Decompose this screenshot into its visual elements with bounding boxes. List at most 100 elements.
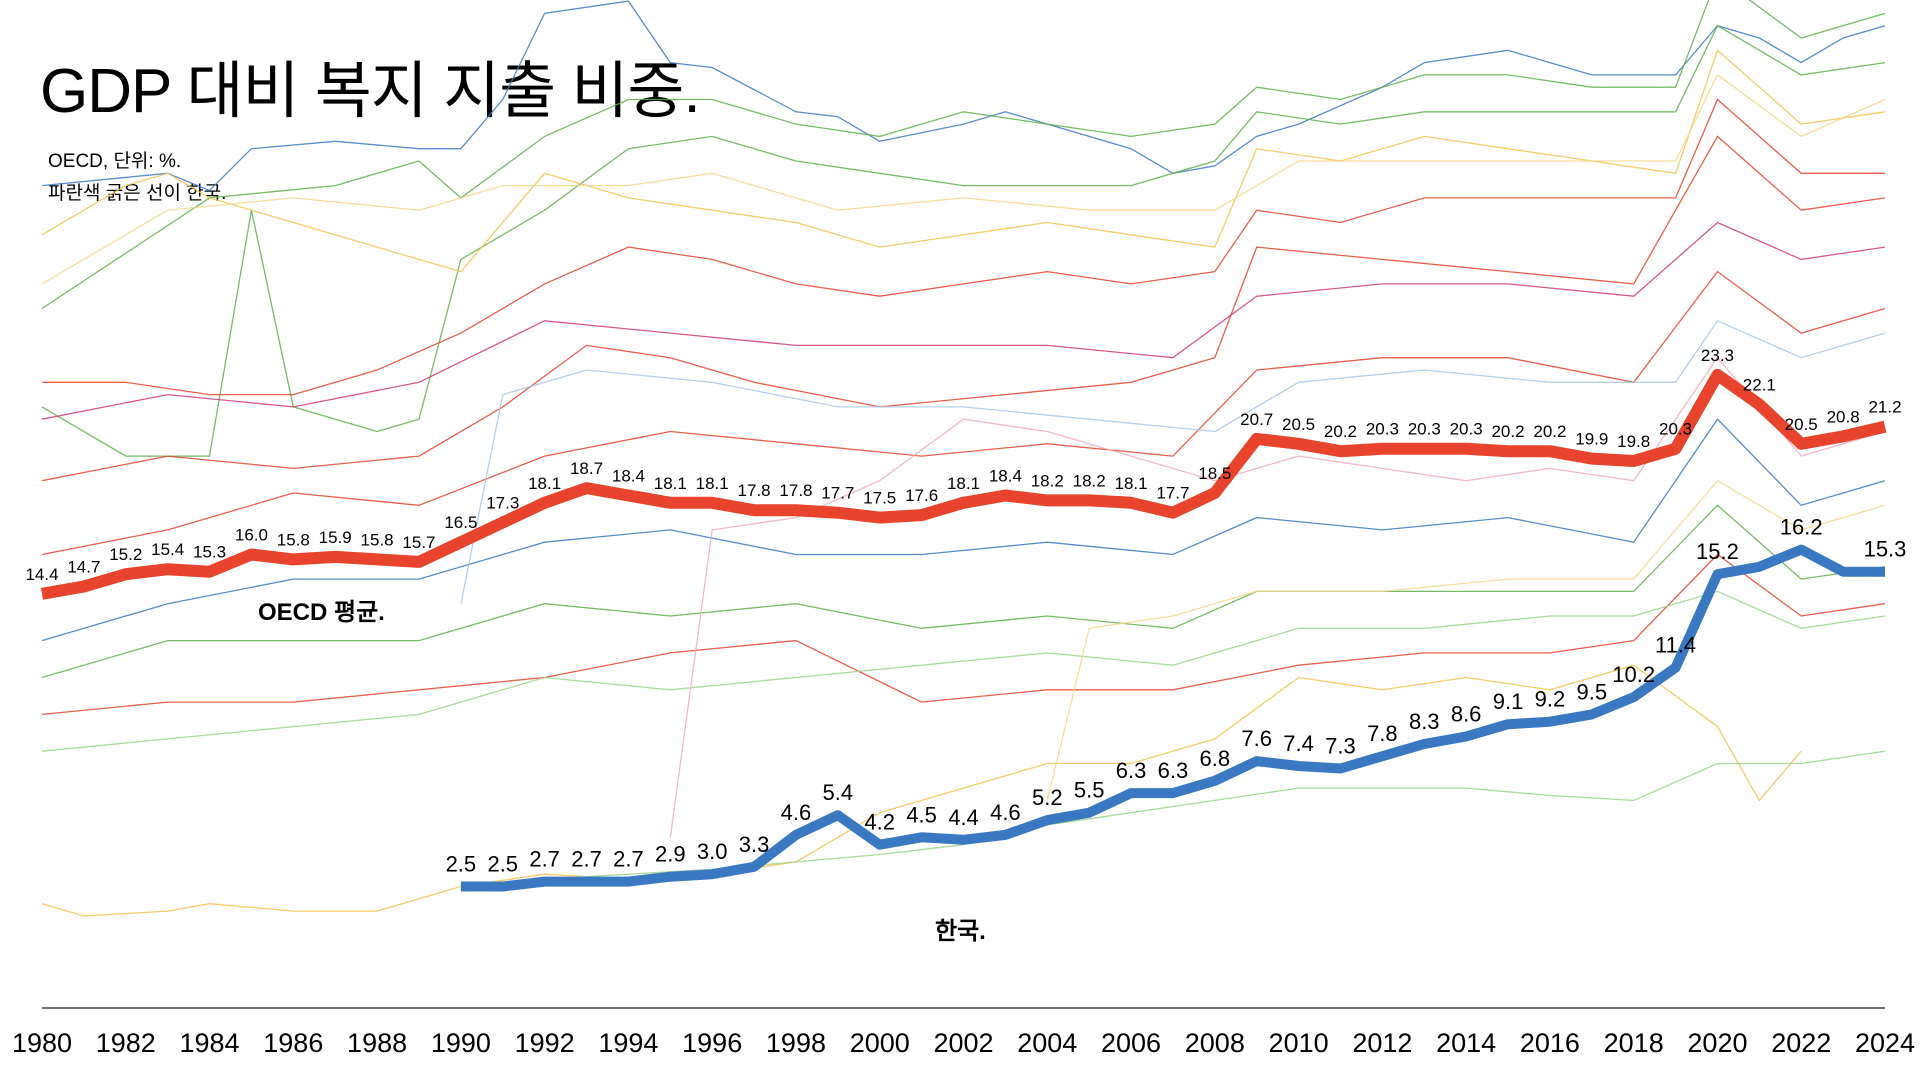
korea-data-label: 15.2 bbox=[1696, 539, 1739, 564]
korea-data-label: 16.2 bbox=[1780, 515, 1823, 540]
x-tick-label: 1980 bbox=[12, 1028, 72, 1058]
x-tick-label: 2000 bbox=[850, 1028, 910, 1058]
oecd-data-label: 17.7 bbox=[1156, 484, 1189, 503]
x-tick-label: 2006 bbox=[1101, 1028, 1161, 1058]
oecd-data-label: 17.6 bbox=[905, 486, 938, 505]
oecd-data-label: 20.8 bbox=[1827, 407, 1860, 426]
background-series-line-10 bbox=[41, 418, 1886, 642]
oecd-data-label: 18.4 bbox=[612, 466, 645, 485]
oecd-data-label: 18.1 bbox=[654, 474, 687, 493]
oecd-data-label: 20.2 bbox=[1324, 422, 1357, 441]
background-series-line-16 bbox=[669, 356, 1886, 838]
korea-data-label: 7.3 bbox=[1325, 733, 1356, 758]
x-tick-label: 2016 bbox=[1520, 1028, 1580, 1058]
korea-data-label: 4.2 bbox=[864, 810, 895, 835]
oecd-data-label: 16.5 bbox=[444, 513, 477, 532]
korea-data-label: 4.5 bbox=[906, 802, 937, 827]
korea-data-label: 7.8 bbox=[1367, 721, 1398, 746]
oecd-data-label: 18.2 bbox=[1073, 471, 1106, 490]
oecd-data-label: 20.5 bbox=[1785, 415, 1818, 434]
x-tick-label: 1994 bbox=[598, 1028, 658, 1058]
oecd-data-label: 17.8 bbox=[738, 481, 771, 500]
oecd-data-label: 18.5 bbox=[1198, 464, 1231, 483]
oecd-data-label: 19.8 bbox=[1617, 432, 1650, 451]
background-series-line-18 bbox=[460, 319, 1886, 604]
background-series-line-5 bbox=[41, 73, 1886, 285]
x-tick-label: 2012 bbox=[1352, 1028, 1412, 1058]
x-tick-label: 1990 bbox=[431, 1028, 491, 1058]
oecd-data-label: 20.3 bbox=[1450, 420, 1483, 439]
background-series-line-17 bbox=[1046, 479, 1886, 801]
x-tick-label: 2014 bbox=[1436, 1028, 1496, 1058]
oecd-data-label: 14.4 bbox=[25, 565, 58, 584]
x-tick-label: 2018 bbox=[1604, 1028, 1664, 1058]
korea-data-label: 6.3 bbox=[1116, 758, 1147, 783]
oecd-data-label: 18.1 bbox=[947, 474, 980, 493]
oecd-data-label: 15.8 bbox=[277, 530, 310, 549]
korea-data-label: 2.7 bbox=[529, 847, 560, 872]
korea-data-label: 4.4 bbox=[948, 805, 979, 830]
korea-data-label: 3.3 bbox=[739, 832, 770, 857]
x-tick-label: 1992 bbox=[515, 1028, 575, 1058]
highlighted-series bbox=[40, 368, 1887, 892]
x-tick-label: 2022 bbox=[1771, 1028, 1831, 1058]
oecd-data-label: 22.1 bbox=[1743, 375, 1776, 394]
x-tick-label: 1988 bbox=[347, 1028, 407, 1058]
background-series-line-8 bbox=[41, 221, 1886, 420]
oecd-data-label: 15.8 bbox=[361, 530, 394, 549]
korea-data-label: 2.7 bbox=[613, 847, 644, 872]
korea-data-label: 9.1 bbox=[1493, 689, 1524, 714]
background-country-lines bbox=[41, 0, 1886, 917]
korea-data-label: 5.4 bbox=[823, 780, 854, 805]
oecd-data-label: 20.2 bbox=[1533, 422, 1566, 441]
oecd-data-label: 20.2 bbox=[1491, 422, 1524, 441]
x-tick-label: 2002 bbox=[933, 1028, 993, 1058]
oecd-data-label: 20.5 bbox=[1282, 415, 1315, 434]
korea-data-label: 6.8 bbox=[1200, 746, 1231, 771]
korea-data-label: 7.6 bbox=[1241, 726, 1272, 751]
korea-data-label: 2.9 bbox=[655, 842, 686, 867]
oecd-data-label: 19.9 bbox=[1575, 430, 1608, 449]
korea-data-label: 7.4 bbox=[1283, 731, 1314, 756]
oecd-data-label: 18.7 bbox=[570, 459, 603, 478]
korea-data-label: 4.6 bbox=[781, 800, 812, 825]
korea-data-label: 9.2 bbox=[1535, 687, 1566, 712]
oecd-series-label: OECD 평균. bbox=[258, 599, 385, 626]
korea-data-label: 2.5 bbox=[446, 852, 477, 877]
background-series-line-6 bbox=[42, 98, 1885, 396]
oecd-data-label: 20.3 bbox=[1659, 420, 1692, 439]
korea-data-label: 9.5 bbox=[1576, 679, 1607, 704]
oecd-data-label: 15.9 bbox=[319, 528, 352, 547]
x-tick-label: 1996 bbox=[682, 1028, 742, 1058]
korea-data-label: 2.7 bbox=[571, 847, 602, 872]
oecd-data-label: 15.7 bbox=[402, 533, 435, 552]
korea-data-label: 8.6 bbox=[1451, 701, 1482, 726]
chart-subtitle-source: OECD, 단위: %. bbox=[48, 151, 182, 172]
korea-data-label: 3.0 bbox=[697, 839, 728, 864]
korea-data-label: 2.5 bbox=[487, 852, 518, 877]
background-series-line-2 bbox=[41, 0, 1886, 310]
oecd-data-label: 15.2 bbox=[109, 545, 142, 564]
korea-data-label: 6.3 bbox=[1158, 758, 1189, 783]
oecd-data-label: 14.7 bbox=[67, 557, 100, 576]
x-tick-label: 2004 bbox=[1017, 1028, 1077, 1058]
x-tick-label: 2010 bbox=[1269, 1028, 1329, 1058]
oecd-average-line bbox=[40, 368, 1887, 600]
background-series-line-12 bbox=[41, 553, 1886, 716]
korea-data-label: 15.3 bbox=[1864, 537, 1907, 562]
background-series-line-3 bbox=[41, 24, 1886, 457]
korea-data-label: 4.6 bbox=[990, 800, 1021, 825]
background-series-line-11 bbox=[41, 504, 1886, 679]
oecd-data-label: 17.3 bbox=[486, 494, 519, 513]
background-series-line-9 bbox=[41, 270, 1886, 556]
x-tick-label: 1998 bbox=[766, 1028, 826, 1058]
x-tick-label: 1982 bbox=[96, 1028, 156, 1058]
background-series-line-13 bbox=[41, 590, 1886, 752]
oecd-data-label: 20.7 bbox=[1240, 410, 1273, 429]
chart-subtitle-note: 파란색 굵은 선이 한국. bbox=[48, 183, 227, 204]
korea-data-label: 11.4 bbox=[1655, 633, 1696, 658]
korea-data-label: 5.2 bbox=[1032, 785, 1063, 810]
korea-data-label: 8.3 bbox=[1409, 709, 1440, 734]
background-series-line-7 bbox=[41, 135, 1886, 482]
